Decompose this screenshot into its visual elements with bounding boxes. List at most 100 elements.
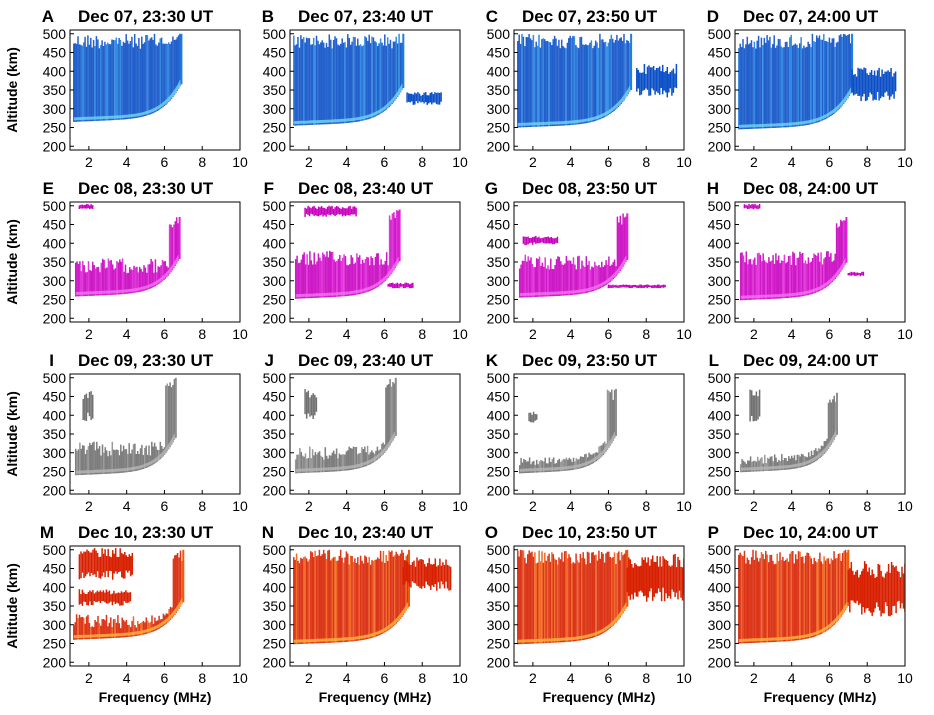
panel-c: C Dec 07, 23:50 UT 200 250 300 350 400 450 500 2 4… — [486, 7, 692, 170]
panel-title: Dec 08, 23:30 UT — [78, 179, 214, 198]
x-tick-label: 8 — [642, 154, 650, 170]
y-tick-label: 350 — [43, 82, 67, 98]
y-tick-label: 350 — [263, 254, 287, 270]
y-tick-label: 450 — [43, 389, 67, 405]
y-tick-label: 250 — [43, 464, 67, 480]
x-tick-label: 8 — [198, 326, 206, 342]
y-tick-label: 300 — [43, 101, 67, 117]
x-tick-label: 2 — [305, 670, 313, 686]
panel-letter: B — [262, 7, 274, 26]
x-tick-label: 2 — [529, 154, 537, 170]
x-tick-label: 10 — [232, 326, 248, 342]
y-tick-label: 300 — [43, 445, 67, 461]
panel-letter: O — [485, 523, 498, 542]
y-tick-label: 350 — [263, 426, 287, 442]
y-tick-label: 200 — [487, 138, 511, 154]
core-trace — [295, 431, 398, 472]
panel-letter: I — [49, 351, 54, 370]
panel-letter: M — [40, 523, 54, 542]
x-tick-label: 4 — [343, 498, 351, 514]
panel-e: E Dec 08, 23:30 UT 200 250 300 350 400 450 500 2 4… — [4, 179, 248, 342]
x-tick-label: 4 — [788, 498, 796, 514]
y-tick-label: 200 — [43, 310, 67, 326]
y-tick-label: 400 — [43, 579, 67, 595]
panel-letter: K — [486, 351, 499, 370]
y-tick-label: 350 — [708, 598, 732, 614]
panel-title: Dec 08, 23:50 UT — [522, 179, 658, 198]
y-axis-label: Altitude (km) — [4, 47, 20, 133]
y-tick-label: 200 — [708, 482, 732, 498]
x-tick-label: 6 — [826, 326, 834, 342]
echo-traces — [74, 204, 181, 297]
y-tick-label: 300 — [263, 101, 287, 117]
x-tick-label: 2 — [305, 326, 313, 342]
panel-title: Dec 08, 23:40 UT — [298, 179, 434, 198]
panel-title: Dec 07, 23:30 UT — [78, 7, 214, 26]
panel-title: Dec 10, 23:40 UT — [298, 523, 434, 542]
x-axis-label: Frequency (MHz) — [319, 689, 432, 705]
x-tick-label: 2 — [305, 154, 313, 170]
y-tick-label: 250 — [263, 292, 287, 308]
plot-frame — [289, 373, 461, 495]
plot-frame — [69, 373, 241, 495]
y-tick-label: 250 — [263, 120, 287, 136]
x-tick-label: 10 — [676, 326, 692, 342]
y-tick-label: 200 — [43, 138, 67, 154]
y-tick-label: 250 — [263, 636, 287, 652]
x-tick-label: 8 — [642, 498, 650, 514]
y-tick-label: 400 — [263, 235, 287, 251]
x-tick-label: 6 — [161, 326, 169, 342]
x-tick-label: 2 — [529, 498, 537, 514]
core-trace — [519, 431, 618, 472]
core-trace — [517, 602, 629, 643]
echo-traces — [738, 33, 897, 130]
panel-letter: G — [485, 179, 498, 198]
y-tick-label: 400 — [487, 407, 511, 423]
x-tick-label: 6 — [161, 670, 169, 686]
panel-letter: L — [709, 351, 719, 370]
y-tick-label: 250 — [487, 120, 511, 136]
x-tick-label: 4 — [567, 154, 575, 170]
x-tick-label: 2 — [750, 154, 758, 170]
y-tick-label: 450 — [708, 45, 732, 61]
panel-j: J Dec 09, 23:40 UT 200 250 300 350 400 450 500 2 4… — [263, 351, 468, 514]
y-tick-label: 500 — [43, 542, 67, 558]
y-tick-label: 200 — [263, 482, 287, 498]
x-tick-label: 2 — [85, 498, 93, 514]
y-tick-label: 200 — [43, 482, 67, 498]
x-tick-label: 8 — [863, 326, 871, 342]
y-tick-label: 350 — [487, 598, 511, 614]
echo-traces — [293, 33, 442, 126]
x-tick-label: 6 — [605, 154, 613, 170]
x-tick-label: 8 — [863, 154, 871, 170]
y-tick-label: 300 — [263, 273, 287, 289]
x-tick-label: 8 — [863, 670, 871, 686]
panel-n: N Dec 10, 23:40 UT 200 250 300 350 400 450 500 2 4… — [262, 523, 468, 705]
panel-k: K Dec 09, 23:50 UT 200 250 300 350 400 450 500 2 4… — [486, 351, 692, 514]
x-tick-label: 4 — [123, 498, 131, 514]
y-tick-label: 350 — [263, 598, 287, 614]
y-axis-label: Altitude (km) — [4, 219, 20, 305]
core-trace — [738, 601, 850, 642]
y-tick-label: 450 — [487, 561, 511, 577]
y-tick-label: 500 — [263, 26, 287, 42]
y-tick-label: 400 — [43, 407, 67, 423]
core-trace — [519, 255, 629, 297]
panel-title: Dec 08, 24:00 UT — [743, 179, 879, 198]
x-tick-label: 6 — [381, 498, 389, 514]
y-tick-label: 450 — [43, 45, 67, 61]
y-tick-label: 200 — [487, 654, 511, 670]
y-tick-label: 400 — [708, 63, 732, 79]
x-tick-label: 10 — [232, 498, 248, 514]
y-tick-label: 400 — [43, 235, 67, 251]
panel-letter: F — [264, 179, 274, 198]
echo-traces — [294, 205, 414, 299]
y-tick-label: 450 — [43, 217, 67, 233]
panel-d: D Dec 07, 24:00 UT 200 250 300 350 400 450 500 2 4… — [707, 7, 913, 170]
panel-title: Dec 09, 23:40 UT — [298, 351, 434, 370]
y-tick-label: 400 — [263, 63, 287, 79]
x-tick-label: 4 — [567, 670, 575, 686]
panel-p: P Dec 10, 24:00 UT 200 250 300 350 400 450 500 2 4… — [708, 523, 913, 705]
y-tick-label: 400 — [708, 407, 732, 423]
y-tick-label: 500 — [43, 198, 67, 214]
